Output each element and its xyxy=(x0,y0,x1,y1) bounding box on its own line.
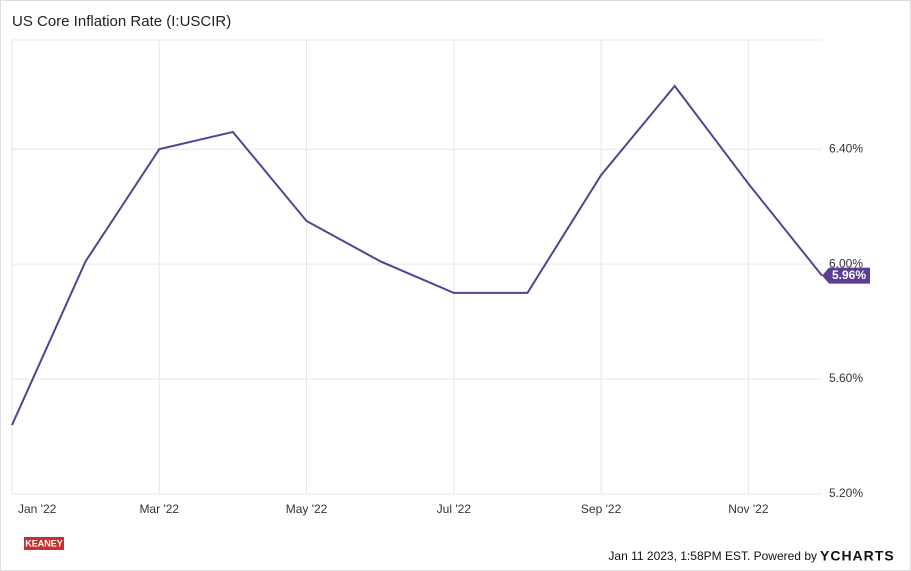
logo: KEANEY xyxy=(25,538,63,548)
value-tag xyxy=(822,267,870,284)
logo-box xyxy=(24,537,64,550)
grid xyxy=(11,39,822,495)
value-label: 5.96% xyxy=(832,268,866,282)
x-tick-label: Mar '22 xyxy=(139,502,179,516)
y-tick-label: 5.20% xyxy=(829,486,863,500)
x-tick-label: Jul '22 xyxy=(437,502,472,516)
x-tick-label: May '22 xyxy=(286,502,328,516)
series-line xyxy=(11,84,823,426)
y-tick-label: 5.60% xyxy=(829,371,863,385)
chart-title: US Core Inflation Rate (I:USCIR) xyxy=(12,13,231,30)
y-tick-label: 6.00% xyxy=(829,256,863,270)
x-tick-label: Sep '22 xyxy=(581,502,622,516)
y-tick-label: 6.40% xyxy=(829,141,863,155)
x-tick-label: Nov '22 xyxy=(728,502,769,516)
timestamp: Jan 11 2023, 1:58PM EST. Powered by xyxy=(608,549,817,563)
x-tick-label: Jan '22 xyxy=(18,502,57,516)
brand: YCHARTS xyxy=(820,548,895,564)
